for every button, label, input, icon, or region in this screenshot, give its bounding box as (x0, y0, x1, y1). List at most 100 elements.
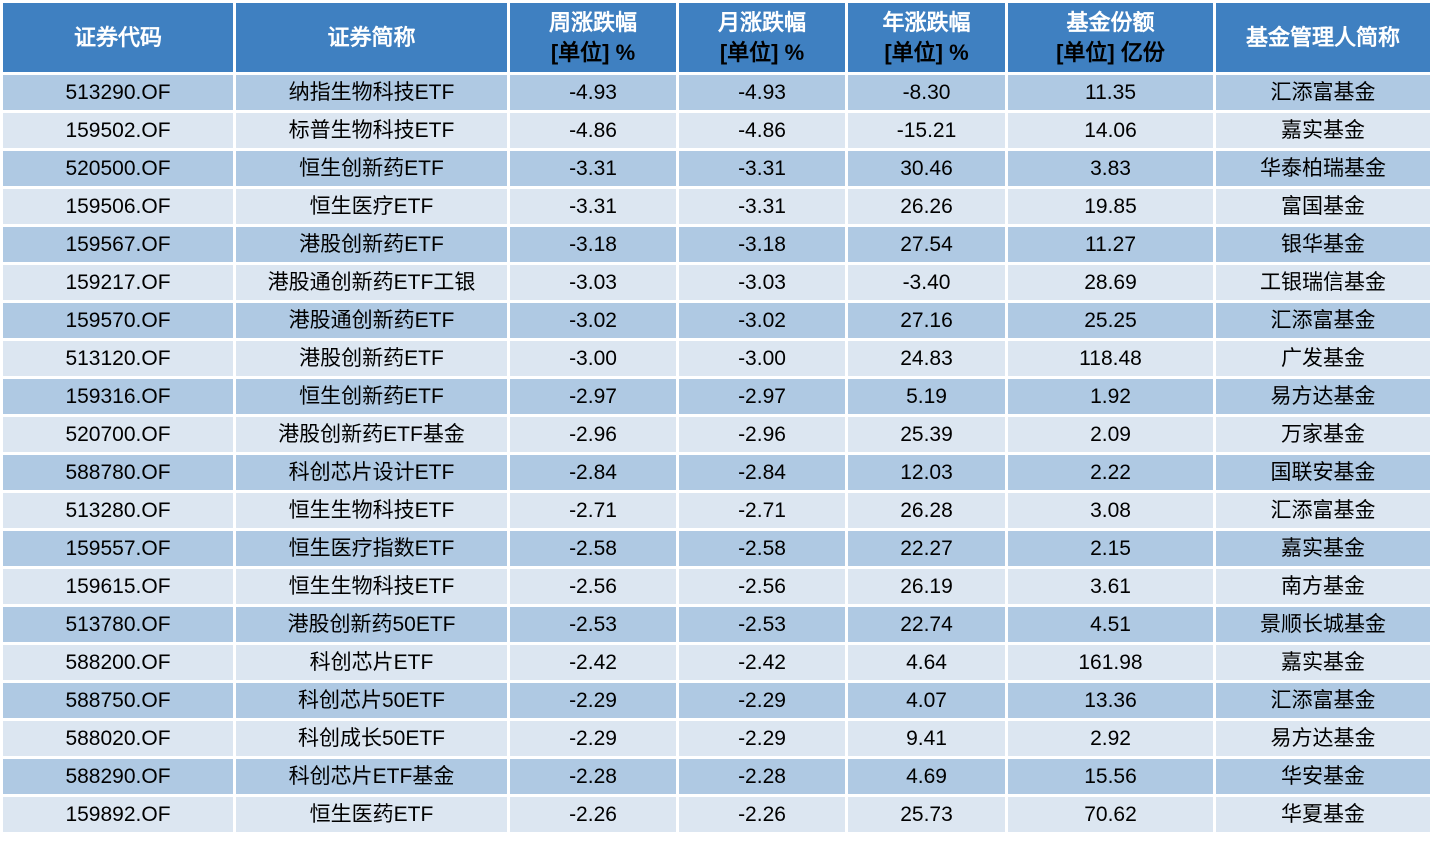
column-header-label: 周涨跌幅 (548, 9, 637, 35)
cell-manager: 华夏基金 (1213, 794, 1430, 835)
cell-week: -2.71 (507, 490, 679, 531)
column-header-unit: [单位] % (884, 39, 969, 65)
table-row: 588020.OF 科创成长50ETF -2.29 -2.29 9.41 2.92 易方达基… (0, 718, 1430, 759)
cell-manager: 嘉实基金 (1213, 110, 1430, 151)
cell-name: 科创芯片ETF基金 (233, 756, 510, 797)
cell-manager: 汇添富基金 (1213, 300, 1430, 341)
cell-code: 520700.OF (0, 414, 236, 455)
cell-manager: 易方达基金 (1213, 718, 1430, 759)
cell-name: 科创芯片设计ETF (233, 452, 510, 493)
cell-month: -2.28 (676, 756, 848, 797)
cell-code: 513280.OF (0, 490, 236, 531)
cell-shares: 2.15 (1005, 528, 1216, 569)
cell-shares: 2.92 (1005, 718, 1216, 759)
cell-name: 恒生创新药ETF (233, 376, 510, 417)
cell-code: 520500.OF (0, 148, 236, 189)
cell-name: 港股创新药50ETF (233, 604, 510, 645)
cell-shares: 2.09 (1005, 414, 1216, 455)
table-row: 159217.OF 港股通创新药ETF工银 -3.03 -3.03 -3.40 28.69… (0, 262, 1430, 303)
table-row: 159615.OF 恒生生物科技ETF -2.56 -2.56 26.19 3.61 南方基… (0, 566, 1430, 607)
cell-month: -3.02 (676, 300, 848, 341)
column-header-label: 证券代码 (73, 24, 162, 50)
cell-year: 27.54 (845, 224, 1008, 265)
cell-code: 159892.OF (0, 794, 236, 835)
cell-shares: 2.22 (1005, 452, 1216, 493)
cell-shares: 28.69 (1005, 262, 1216, 303)
cell-shares: 118.48 (1005, 338, 1216, 379)
column-header-shares: 基金份额 [单位] 亿份 (1005, 0, 1216, 75)
cell-code: 159615.OF (0, 566, 236, 607)
cell-month: -2.58 (676, 528, 848, 569)
table-header: 证券代码 证券简称 周涨跌幅 [单位] % 月涨跌幅 [单位] % 年涨跌幅 [单位] % 基金… (0, 0, 1430, 75)
cell-shares: 3.83 (1005, 148, 1216, 189)
table-row: 588290.OF 科创芯片ETF基金 -2.28 -2.28 4.69 15.56 华安基… (0, 756, 1430, 797)
cell-name: 恒生生物科技ETF (233, 490, 510, 531)
column-header-label: 证券简称 (327, 24, 416, 50)
cell-week: -2.58 (507, 528, 679, 569)
table-row: 159892.OF 恒生医药ETF -2.26 -2.26 25.73 70.62 华夏基金 (0, 794, 1430, 835)
cell-year: 22.74 (845, 604, 1008, 645)
table-row: 513280.OF 恒生生物科技ETF -2.71 -2.71 26.28 3.08 汇添富… (0, 490, 1430, 531)
cell-shares: 70.62 (1005, 794, 1216, 835)
cell-name: 港股创新药ETF (233, 338, 510, 379)
cell-shares: 3.08 (1005, 490, 1216, 531)
cell-manager: 广发基金 (1213, 338, 1430, 379)
cell-name: 恒生医疗指数ETF (233, 528, 510, 569)
table-row: 520700.OF 港股创新药ETF基金 -2.96 -2.96 25.39 2.09 万家… (0, 414, 1430, 455)
cell-name: 科创芯片ETF (233, 642, 510, 683)
table-row: 159557.OF 恒生医疗指数ETF -2.58 -2.58 22.27 2.15 嘉实基… (0, 528, 1430, 569)
table-row: 513780.OF 港股创新药50ETF -2.53 -2.53 22.74 4.51 景顺… (0, 604, 1430, 645)
cell-year: 26.26 (845, 186, 1008, 227)
cell-year: -8.30 (845, 72, 1008, 113)
cell-year: 26.19 (845, 566, 1008, 607)
cell-name: 港股通创新药ETF工银 (233, 262, 510, 303)
cell-year: 4.07 (845, 680, 1008, 721)
cell-week: -3.00 (507, 338, 679, 379)
cell-year: 25.39 (845, 414, 1008, 455)
cell-week: -2.97 (507, 376, 679, 417)
cell-month: -2.96 (676, 414, 848, 455)
cell-manager: 富国基金 (1213, 186, 1430, 227)
table-row: 588750.OF 科创芯片50ETF -2.29 -2.29 4.07 13.36 汇添富… (0, 680, 1430, 721)
cell-month: -2.71 (676, 490, 848, 531)
column-header-label: 月涨跌幅 (717, 9, 806, 35)
cell-year: 5.19 (845, 376, 1008, 417)
cell-year: 12.03 (845, 452, 1008, 493)
table-body: 513290.OF 纳指生物科技ETF -4.93 -4.93 -8.30 11.35 汇添… (0, 72, 1430, 835)
cell-name: 恒生医药ETF (233, 794, 510, 835)
cell-shares: 19.85 (1005, 186, 1216, 227)
cell-shares: 14.06 (1005, 110, 1216, 151)
table-row: 520500.OF 恒生创新药ETF -3.31 -3.31 30.46 3.83 华泰柏瑞… (0, 148, 1430, 189)
cell-manager: 工银瑞信基金 (1213, 262, 1430, 303)
cell-month: -3.31 (676, 148, 848, 189)
column-header-label: 基金份额 (1066, 9, 1155, 35)
cell-manager: 华安基金 (1213, 756, 1430, 797)
cell-shares: 3.61 (1005, 566, 1216, 607)
cell-month: -3.03 (676, 262, 848, 303)
cell-code: 159570.OF (0, 300, 236, 341)
cell-month: -2.53 (676, 604, 848, 645)
column-header-unit: [单位] % (550, 39, 636, 65)
cell-week: -2.29 (507, 680, 679, 721)
cell-name: 恒生创新药ETF (233, 148, 510, 189)
cell-year: 22.27 (845, 528, 1008, 569)
cell-year: 27.16 (845, 300, 1008, 341)
cell-shares: 15.56 (1005, 756, 1216, 797)
cell-code: 588020.OF (0, 718, 236, 759)
cell-year: 9.41 (845, 718, 1008, 759)
cell-manager: 景顺长城基金 (1213, 604, 1430, 645)
cell-week: -2.96 (507, 414, 679, 455)
cell-shares: 25.25 (1005, 300, 1216, 341)
cell-shares: 13.36 (1005, 680, 1216, 721)
cell-name: 恒生生物科技ETF (233, 566, 510, 607)
cell-year: -15.21 (845, 110, 1008, 151)
cell-name: 科创成长50ETF (233, 718, 510, 759)
cell-manager: 南方基金 (1213, 566, 1430, 607)
cell-name: 港股创新药ETF (233, 224, 510, 265)
cell-code: 588290.OF (0, 756, 236, 797)
cell-week: -2.29 (507, 718, 679, 759)
cell-code: 159567.OF (0, 224, 236, 265)
cell-name: 纳指生物科技ETF (233, 72, 510, 113)
table-row: 513290.OF 纳指生物科技ETF -4.93 -4.93 -8.30 11.35 汇添… (0, 72, 1430, 113)
cell-month: -2.29 (676, 680, 848, 721)
